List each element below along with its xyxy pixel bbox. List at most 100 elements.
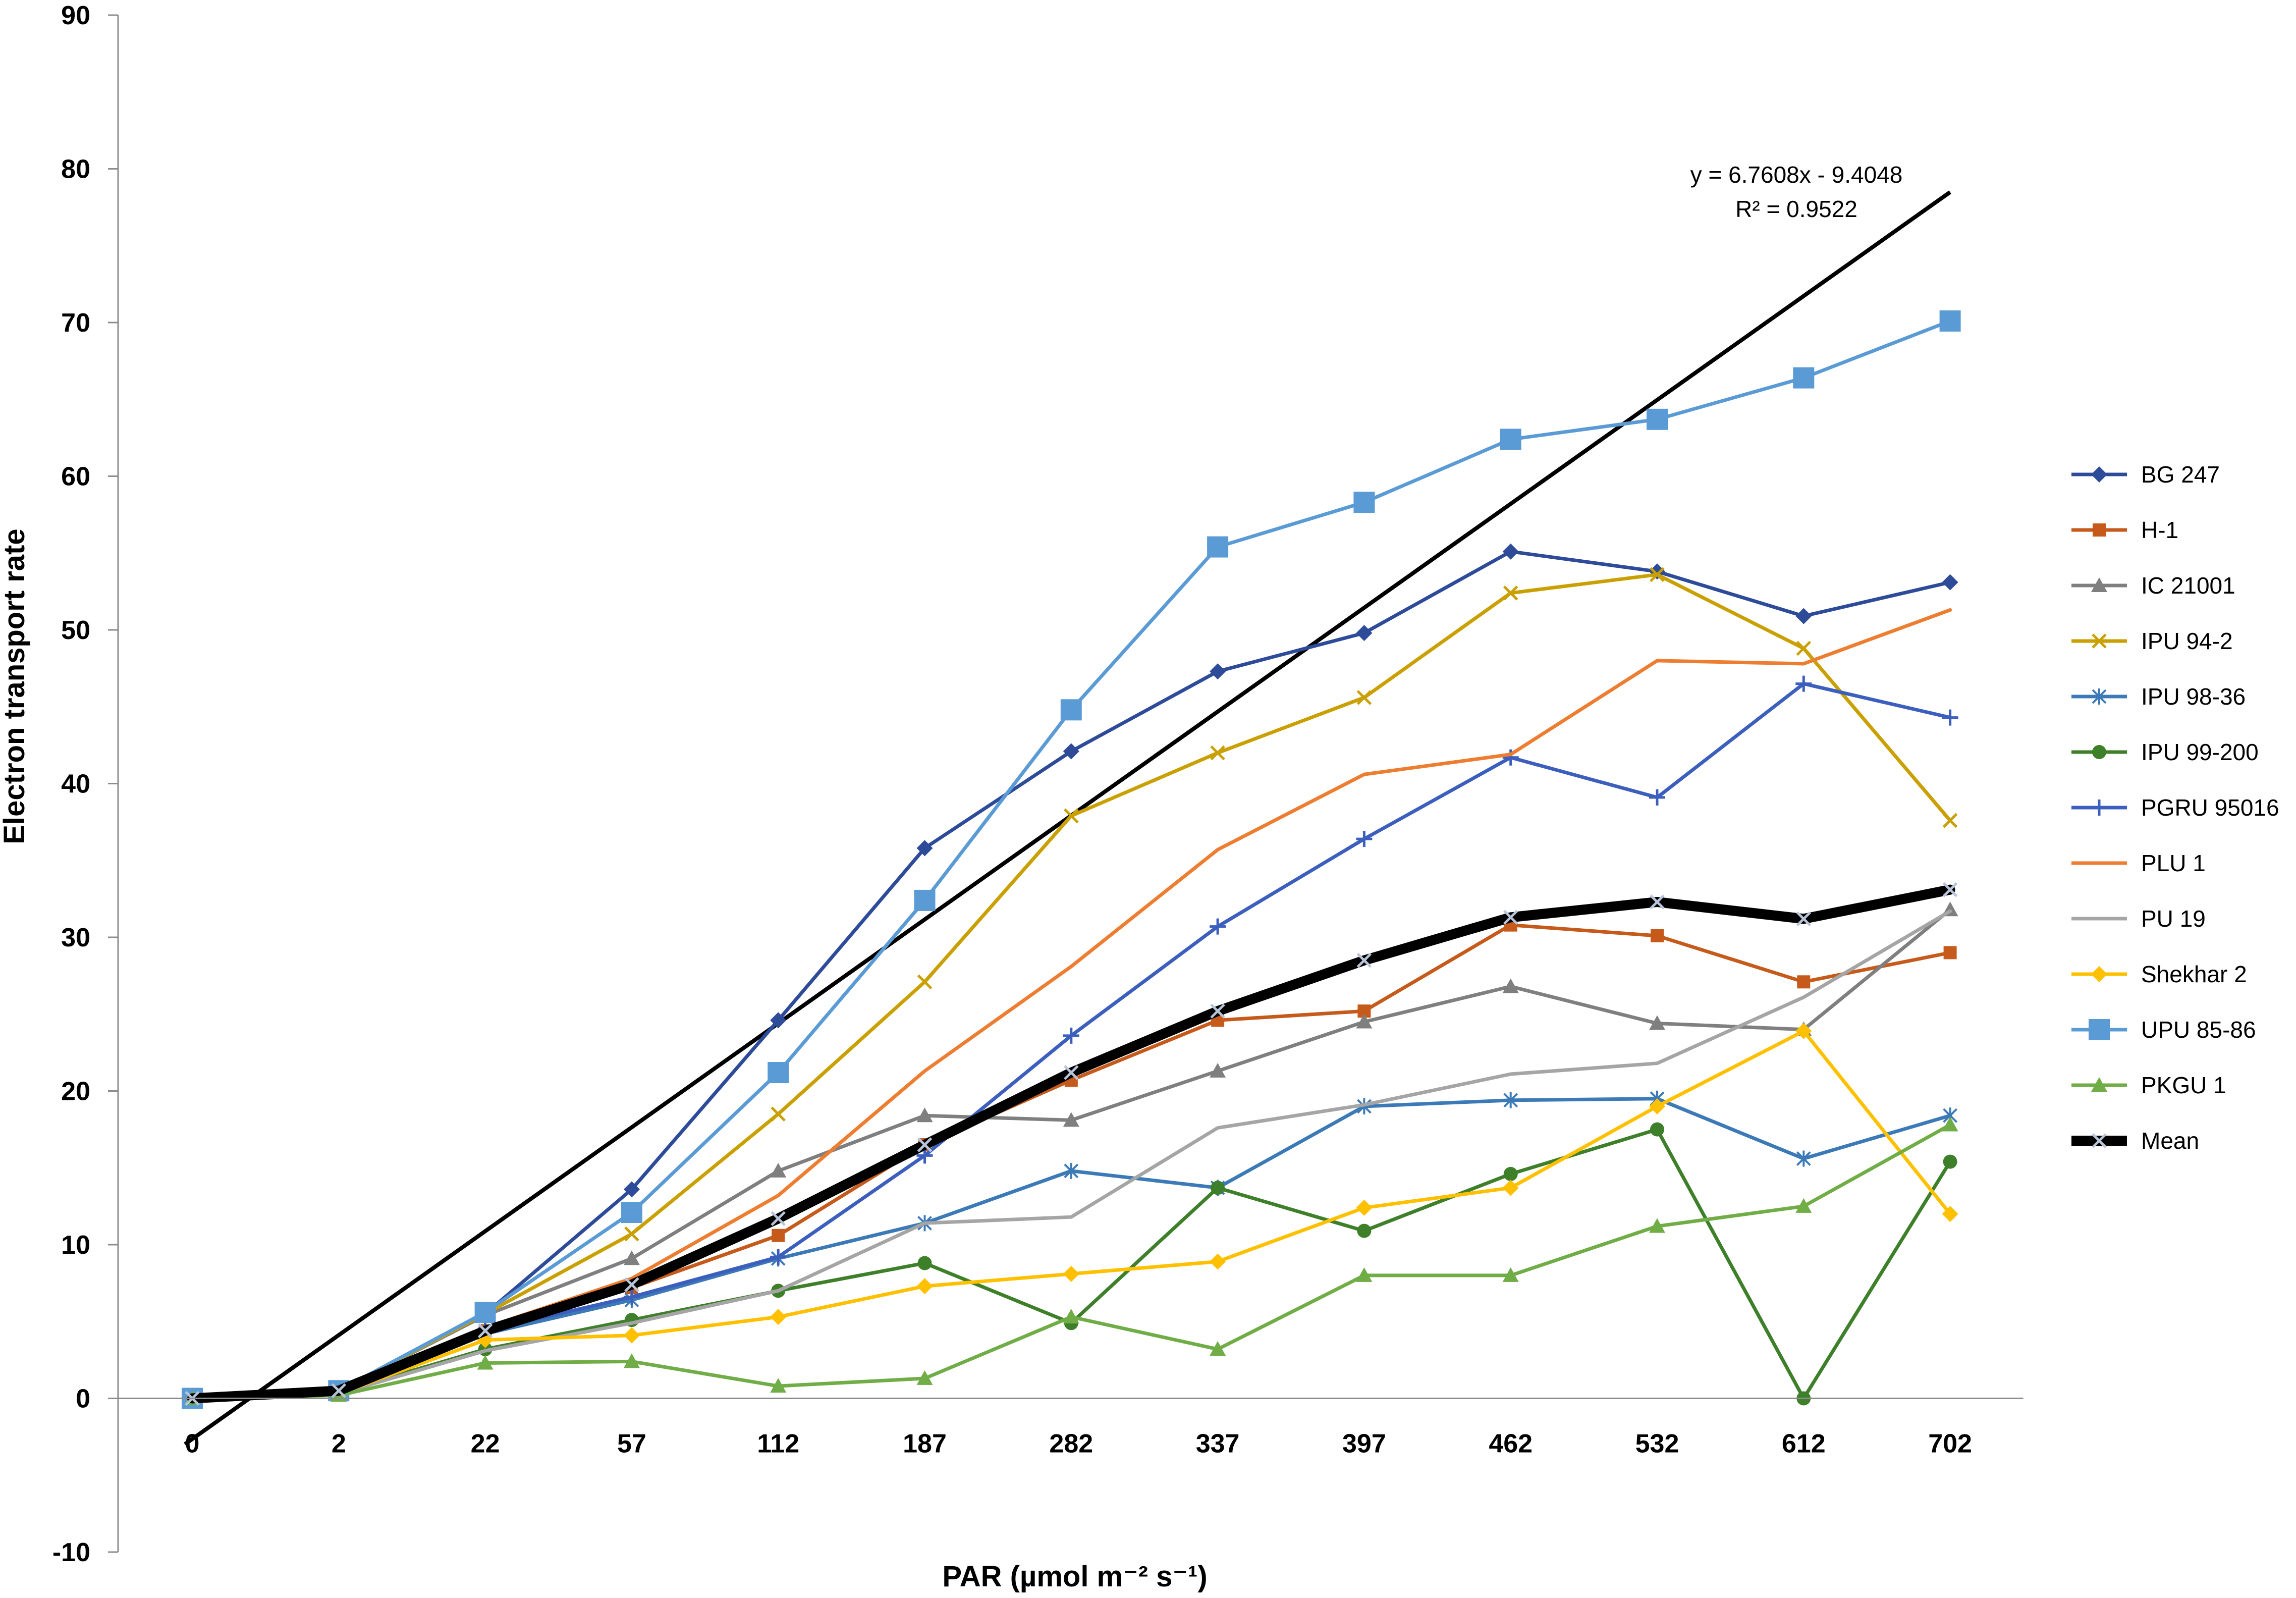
trendline-r2: R² = 0.9522 xyxy=(1735,196,1857,222)
data-point-upu-85-86 xyxy=(768,1061,789,1083)
legend-item-pkgu-1: PKGU 1 xyxy=(2071,1072,2226,1098)
data-point-ipu-99-200 xyxy=(1357,1223,1372,1238)
x-tick-label: 112 xyxy=(757,1429,799,1459)
data-point-shekhar-2 xyxy=(770,1309,787,1325)
data-point-ipu-94-2 xyxy=(1064,808,1079,824)
legend-marker-h-1 xyxy=(2093,523,2106,537)
legend-label-ipu-98-36: IPU 98-36 xyxy=(2141,683,2246,710)
data-point-shekhar-2 xyxy=(1795,1023,1812,1039)
data-point-mean xyxy=(477,1323,493,1339)
data-point-pgru-95016 xyxy=(1942,709,1958,726)
data-point-pkgu-1 xyxy=(1649,1218,1665,1233)
legend-item-upu-85-86: UPU 85-86 xyxy=(2071,1017,2256,1043)
data-point-ic-21001 xyxy=(1356,1014,1373,1029)
data-point-ipu-98-36 xyxy=(1503,1092,1518,1108)
legend-label-ipu-99-200: IPU 99-200 xyxy=(2141,739,2259,765)
data-point-shekhar-2 xyxy=(916,1278,933,1295)
data-point-ipu-99-200 xyxy=(1650,1122,1664,1137)
x-tick-label: 2 xyxy=(332,1429,346,1459)
data-point-mean xyxy=(1796,911,1812,927)
data-point-upu-85-86 xyxy=(1353,492,1375,513)
data-point-shekhar-2 xyxy=(1942,1206,1958,1222)
legend-marker-ipu-98-36 xyxy=(2092,688,2107,705)
x-tick-label: 702 xyxy=(1928,1429,1972,1459)
data-point-ic-21001 xyxy=(1063,1112,1079,1127)
y-tick-label: 70 xyxy=(61,308,90,338)
data-point-h-1 xyxy=(1797,975,1811,989)
legend-label-plu-1: PLU 1 xyxy=(2141,850,2206,876)
data-point-pgru-95016 xyxy=(1502,749,1519,766)
legend-item-pgru-95016: PGRU 95016 xyxy=(2071,794,2279,821)
y-tick-label: 60 xyxy=(61,462,90,492)
data-point-bg-247 xyxy=(770,1012,787,1029)
x-tick-label: 462 xyxy=(1489,1429,1533,1459)
legend: BG 247 H-1 IC 21001 IPU 94-2 IPU 98-36 IPU 99… xyxy=(2071,461,2279,1154)
data-point-mean xyxy=(624,1277,639,1292)
legend-item-ipu-94-2: IPU 94-2 xyxy=(2071,628,2233,654)
legend-label-ic-21001: IC 21001 xyxy=(2141,572,2235,599)
data-point-ic-21001 xyxy=(1210,1062,1226,1078)
data-point-ipu-94-2 xyxy=(771,1106,786,1122)
series-line-pu-19 xyxy=(190,909,1952,1400)
data-point-ipu-94-2 xyxy=(1942,813,1958,828)
data-point-ic-21001 xyxy=(916,1107,933,1123)
data-point-bg-247 xyxy=(623,1181,640,1198)
y-tick-label: 10 xyxy=(61,1231,90,1260)
data-point-mean xyxy=(1650,894,1665,910)
data-point-pkgu-1 xyxy=(623,1353,640,1368)
y-tick-label: 40 xyxy=(61,770,90,799)
series-pkgu-1 xyxy=(184,1116,1958,1405)
legend-item-shekhar-2: Shekhar 2 xyxy=(2071,961,2247,987)
data-point-bg-247 xyxy=(1502,543,1519,560)
data-point-pgru-95016 xyxy=(1649,789,1665,806)
trendline-equation: y = 6.7608x - 9.4048 xyxy=(1690,162,1903,188)
legend-label-pgru-95016: PGRU 95016 xyxy=(2141,794,2279,821)
legend-label-mean: Mean xyxy=(2141,1128,2199,1154)
data-point-ipu-94-2 xyxy=(1796,641,1812,656)
data-point-ic-21001 xyxy=(1502,978,1519,993)
data-point-mean xyxy=(1503,910,1518,925)
data-point-pgru-95016 xyxy=(1356,831,1373,847)
data-point-mean xyxy=(1942,882,1958,897)
legend-label-pu-19: PU 19 xyxy=(2141,905,2206,932)
legend-label-bg-247: BG 247 xyxy=(2141,461,2220,488)
data-point-upu-85-86 xyxy=(1793,367,1815,389)
data-point-upu-85-86 xyxy=(1647,408,1668,430)
data-point-mean xyxy=(771,1211,786,1227)
data-point-ic-21001 xyxy=(770,1162,787,1178)
series-upu-85-86 xyxy=(182,310,1961,1409)
data-point-pkgu-1 xyxy=(1942,1116,1958,1132)
data-point-h-1 xyxy=(1651,929,1664,942)
data-point-bg-247 xyxy=(1210,663,1226,680)
data-point-ic-21001 xyxy=(623,1250,640,1265)
data-point-ipu-94-2 xyxy=(1503,585,1518,601)
legend-label-pkgu-1: PKGU 1 xyxy=(2141,1072,2226,1098)
data-point-ipu-98-36 xyxy=(1796,1150,1811,1167)
y-tick-label: 50 xyxy=(61,616,90,645)
y-tick-label: 90 xyxy=(61,1,90,30)
data-point-ipu-94-2 xyxy=(1356,690,1372,705)
data-point-bg-247 xyxy=(1356,625,1373,642)
data-point-ipu-99-200 xyxy=(1211,1181,1225,1195)
data-point-pkgu-1 xyxy=(1210,1341,1226,1356)
data-point-shekhar-2 xyxy=(1210,1253,1226,1270)
legend-marker-upu-85-86 xyxy=(2089,1019,2110,1040)
data-point-ipu-94-2 xyxy=(1210,745,1225,761)
x-tick-label: 397 xyxy=(1342,1429,1386,1459)
legend-item-ic-21001: IC 21001 xyxy=(2071,572,2235,599)
data-point-mean xyxy=(1356,952,1372,968)
data-point-ipu-99-200 xyxy=(917,1256,932,1270)
data-point-bg-247 xyxy=(1063,743,1079,760)
legend-marker-mean xyxy=(2092,1133,2107,1148)
series-pgru-95016 xyxy=(184,675,1958,1407)
data-point-bg-247 xyxy=(916,840,933,857)
y-tick-label: 80 xyxy=(61,155,90,184)
data-point-pkgu-1 xyxy=(916,1370,933,1385)
y-tick-label: -10 xyxy=(52,1538,90,1567)
data-point-bg-247 xyxy=(1795,608,1812,624)
data-point-ipu-94-2 xyxy=(917,974,933,990)
y-tick-label: 0 xyxy=(76,1384,90,1414)
x-tick-label: 282 xyxy=(1049,1429,1093,1459)
data-point-ipu-94-2 xyxy=(624,1226,639,1242)
